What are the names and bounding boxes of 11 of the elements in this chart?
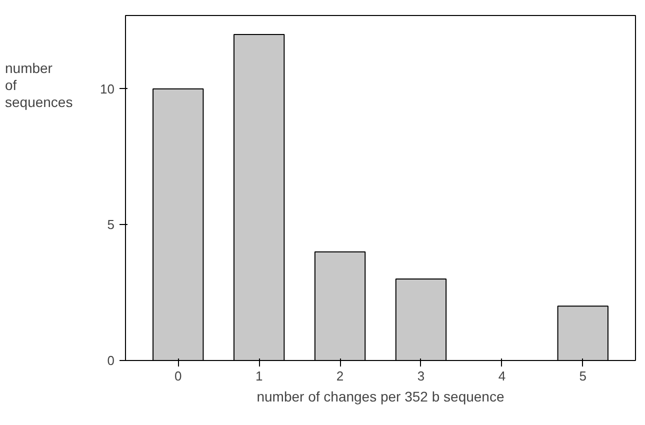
x-tick-label: 3 (417, 368, 425, 384)
x-axis-title: number of changes per 352 b sequence (256, 388, 504, 404)
y-axis-title: number of sequences (5, 60, 73, 110)
x-tick-label: 0 (174, 368, 182, 384)
x-tick-label: 4 (498, 368, 506, 384)
y-tick-label: 5 (107, 217, 115, 232)
x-tick-label: 5 (579, 368, 586, 384)
x-tick-label: 1 (255, 368, 263, 384)
x-tick-label: 2 (336, 368, 344, 384)
y-tick-label: 0 (107, 353, 115, 368)
y-tick-label: 10 (100, 81, 115, 96)
